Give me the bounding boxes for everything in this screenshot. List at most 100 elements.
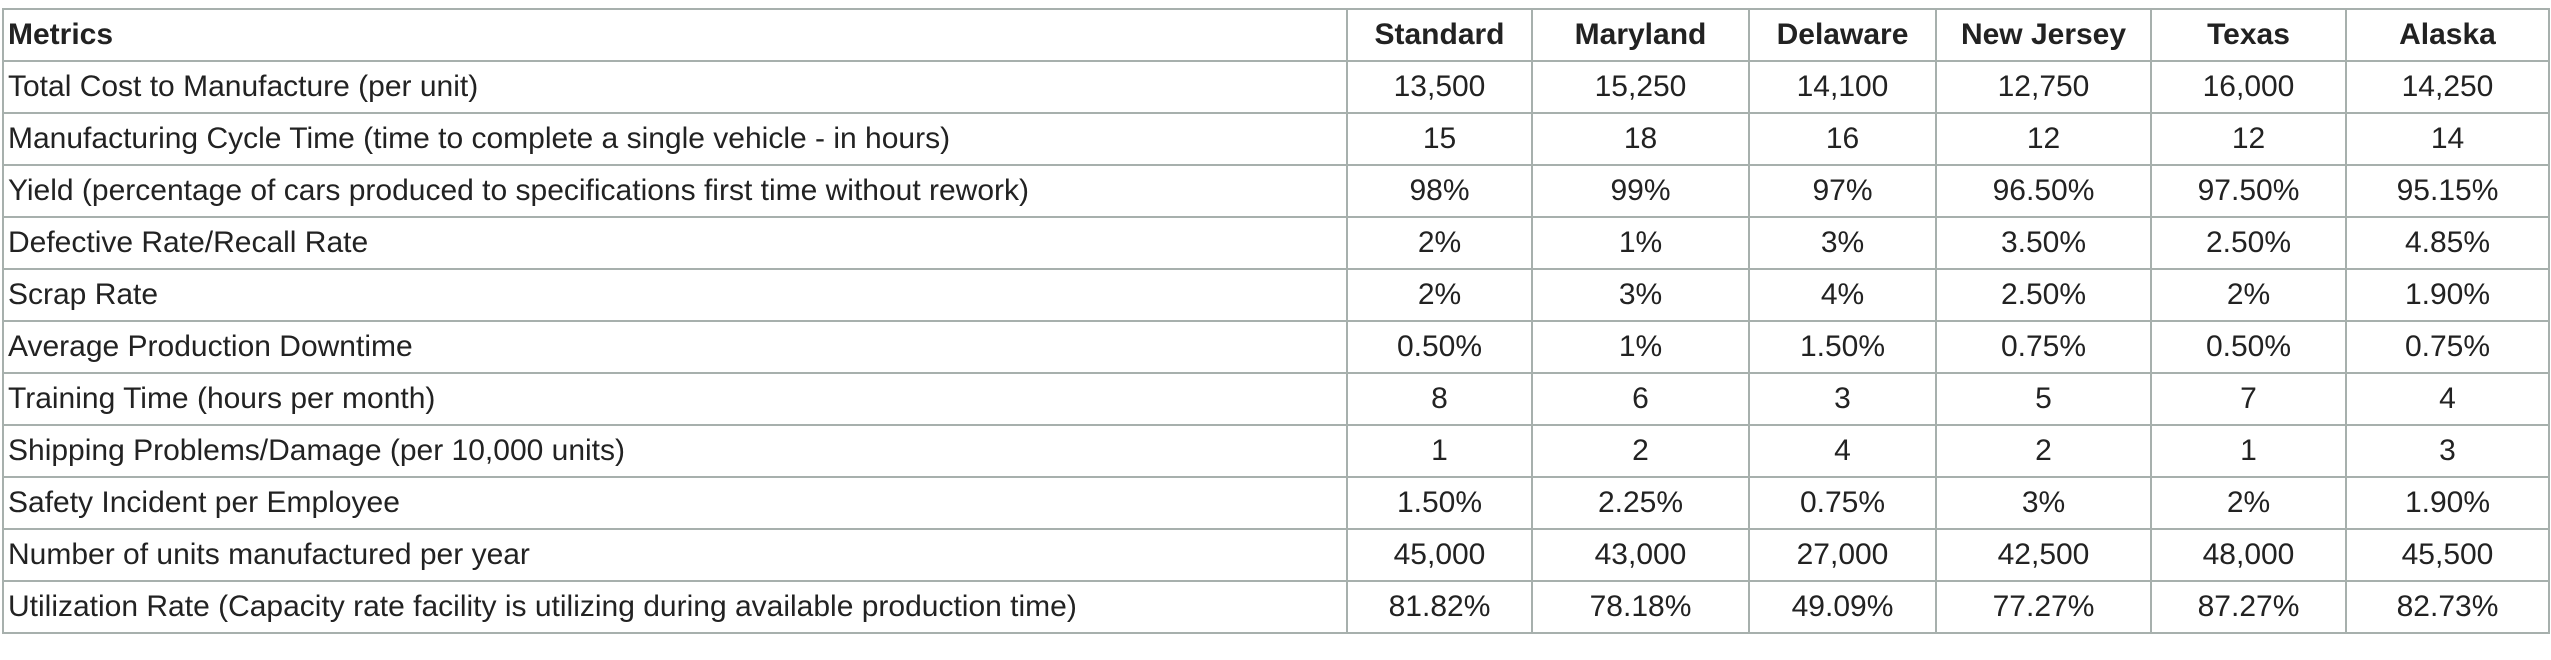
value-cell: 0.75% (1748, 476, 1937, 530)
value-cell: 1.90% (2345, 476, 2550, 530)
table-row: Total Cost to Manufacture (per unit) 13,5… (2, 60, 2550, 114)
value-cell: 1 (2150, 424, 2347, 478)
value-cell: 1 (1346, 424, 1533, 478)
value-cell: 95.15% (2345, 164, 2550, 218)
value-cell: 48,000 (2150, 528, 2347, 582)
value-cell: 49.09% (1748, 580, 1937, 634)
value-cell: 8 (1346, 372, 1533, 426)
value-cell: 82.73% (2345, 580, 2550, 634)
value-cell: 2% (1346, 216, 1533, 270)
table-row: Shipping Problems/Damage (per 10,000 uni… (2, 424, 2550, 478)
value-cell: 4 (2345, 372, 2550, 426)
table-row: Yield (percentage of cars produced to sp… (2, 164, 2550, 218)
value-cell: 4.85% (2345, 216, 2550, 270)
value-cell: 3.50% (1935, 216, 2152, 270)
value-cell: 2.25% (1531, 476, 1750, 530)
value-cell: 0.50% (1346, 320, 1533, 374)
table-row: Safety Incident per Employee 1.50% 2.25% 0.… (2, 476, 2550, 530)
header-cell: Delaware (1748, 8, 1937, 62)
value-cell: 3 (2345, 424, 2550, 478)
value-cell: 18 (1531, 112, 1750, 166)
value-cell: 3% (1531, 268, 1750, 322)
value-cell: 45,000 (1346, 528, 1533, 582)
value-cell: 2 (1531, 424, 1750, 478)
value-cell: 7 (2150, 372, 2347, 426)
value-cell: 13,500 (1346, 60, 1533, 114)
header-cell: Standard (1346, 8, 1533, 62)
value-cell: 78.18% (1531, 580, 1750, 634)
metric-label: Manufacturing Cycle Time (time to comple… (2, 112, 1348, 166)
value-cell: 99% (1531, 164, 1750, 218)
value-cell: 0.75% (1935, 320, 2152, 374)
value-cell: 15,250 (1531, 60, 1750, 114)
value-cell: 87.27% (2150, 580, 2347, 634)
value-cell: 1% (1531, 320, 1750, 374)
value-cell: 0.75% (2345, 320, 2550, 374)
table-row: Manufacturing Cycle Time (time to comple… (2, 112, 2550, 166)
value-cell: 0.50% (2150, 320, 2347, 374)
value-cell: 5 (1935, 372, 2152, 426)
table-row: Defective Rate/Recall Rate 2% 1% 3% 3.50% 2.5… (2, 216, 2550, 270)
value-cell: 6 (1531, 372, 1750, 426)
value-cell: 2% (2150, 268, 2347, 322)
metric-label: Scrap Rate (2, 268, 1348, 322)
metric-label: Training Time (hours per month) (2, 372, 1348, 426)
header-cell: Alaska (2345, 8, 2550, 62)
header-cell: Maryland (1531, 8, 1750, 62)
table-row: Scrap Rate 2% 3% 4% 2.50% 2% 1.90% (2, 268, 2550, 322)
value-cell: 3 (1748, 372, 1937, 426)
table-container: Metrics Standard Maryland Delaware New Jerse… (2, 8, 2550, 634)
value-cell: 45,500 (2345, 528, 2550, 582)
value-cell: 14,250 (2345, 60, 2550, 114)
value-cell: 4% (1748, 268, 1937, 322)
value-cell: 27,000 (1748, 528, 1937, 582)
value-cell: 97% (1748, 164, 1937, 218)
value-cell: 12 (1935, 112, 2152, 166)
value-cell: 3% (1935, 476, 2152, 530)
value-cell: 81.82% (1346, 580, 1533, 634)
value-cell: 14 (2345, 112, 2550, 166)
value-cell: 42,500 (1935, 528, 2152, 582)
value-cell: 2 (1935, 424, 2152, 478)
table-row: Training Time (hours per month) 8 6 3 5 7 4 (2, 372, 2550, 426)
value-cell: 77.27% (1935, 580, 2152, 634)
metric-label: Total Cost to Manufacture (per unit) (2, 60, 1348, 114)
metrics-table: Metrics Standard Maryland Delaware New Jerse… (2, 8, 2550, 634)
value-cell: 12,750 (1935, 60, 2152, 114)
value-cell: 2.50% (1935, 268, 2152, 322)
value-cell: 1% (1531, 216, 1750, 270)
value-cell: 1.50% (1748, 320, 1937, 374)
header-row: Metrics Standard Maryland Delaware New Jerse… (2, 8, 2550, 62)
value-cell: 1.50% (1346, 476, 1533, 530)
value-cell: 43,000 (1531, 528, 1750, 582)
value-cell: 3% (1748, 216, 1937, 270)
metric-label: Shipping Problems/Damage (per 10,000 uni… (2, 424, 1348, 478)
value-cell: 12 (2150, 112, 2347, 166)
table-body: Total Cost to Manufacture (per unit) 13,5… (2, 60, 2550, 634)
value-cell: 4 (1748, 424, 1937, 478)
header-cell: Texas (2150, 8, 2347, 62)
metric-label: Defective Rate/Recall Rate (2, 216, 1348, 270)
value-cell: 14,100 (1748, 60, 1937, 114)
metric-label: Average Production Downtime (2, 320, 1348, 374)
value-cell: 16,000 (2150, 60, 2347, 114)
value-cell: 97.50% (2150, 164, 2347, 218)
metric-label: Utilization Rate (Capacity rate facility… (2, 580, 1348, 634)
table-row: Utilization Rate (Capacity rate facility… (2, 580, 2550, 634)
metric-label: Safety Incident per Employee (2, 476, 1348, 530)
metric-label: Yield (percentage of cars produced to sp… (2, 164, 1348, 218)
table-row: Average Production Downtime 0.50% 1% 1.50% 0… (2, 320, 2550, 374)
value-cell: 96.50% (1935, 164, 2152, 218)
header-cell: Metrics (2, 8, 1348, 62)
value-cell: 16 (1748, 112, 1937, 166)
table-row: Number of units manufactured per year 45,… (2, 528, 2550, 582)
header-cell: New Jersey (1935, 8, 2152, 62)
value-cell: 98% (1346, 164, 1533, 218)
value-cell: 15 (1346, 112, 1533, 166)
metric-label: Number of units manufactured per year (2, 528, 1348, 582)
value-cell: 2% (2150, 476, 2347, 530)
value-cell: 2% (1346, 268, 1533, 322)
value-cell: 2.50% (2150, 216, 2347, 270)
value-cell: 1.90% (2345, 268, 2550, 322)
